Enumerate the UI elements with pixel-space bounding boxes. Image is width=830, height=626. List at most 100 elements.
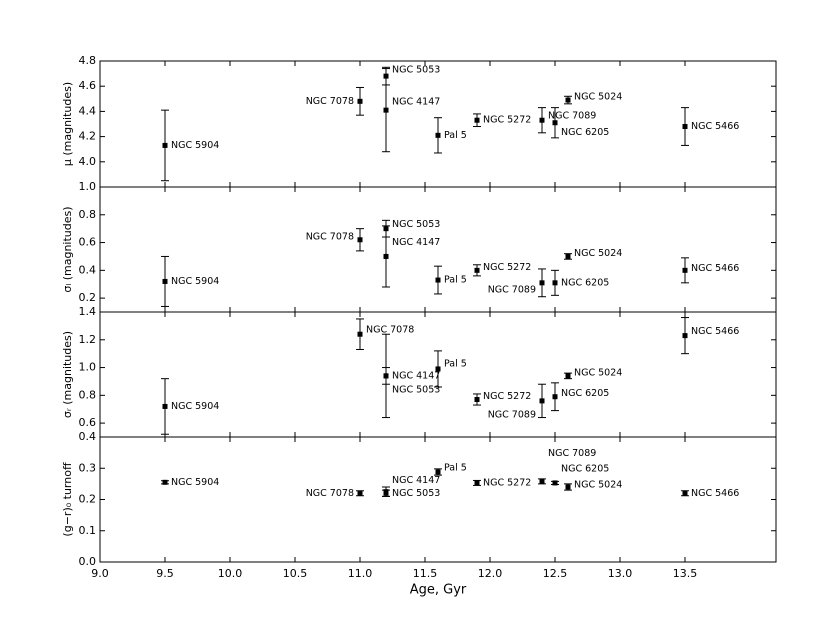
point-label: NGC 4147: [392, 475, 440, 486]
point-label: NGC 7078: [366, 325, 414, 336]
point-label: NGC 5904: [171, 477, 219, 488]
point-label: NGC 5272: [483, 115, 531, 126]
point: [383, 107, 389, 113]
x-tick-label: 12.5: [543, 567, 568, 580]
point: [162, 278, 168, 284]
point: [682, 124, 688, 130]
point-label: Pal 5: [444, 130, 467, 141]
point-label: NGC 5053: [392, 65, 440, 76]
point: [552, 394, 558, 400]
point: [435, 132, 441, 138]
y-tick-label: 0.8: [79, 208, 97, 221]
y-tick-label: 0.6: [79, 416, 97, 429]
point-label: NGC 5466: [691, 488, 739, 499]
point-label: NGC 5053: [392, 384, 440, 395]
point: [357, 490, 363, 496]
point-label: Pal 5: [444, 275, 467, 286]
point-label: NGC 7089: [548, 448, 596, 459]
point: [682, 333, 688, 339]
point: [435, 366, 441, 372]
point: [474, 117, 480, 123]
point-label: NGC 6205: [561, 463, 609, 474]
point-label: NGC 6205: [561, 127, 609, 138]
point: [162, 403, 168, 409]
y-tick-label: 1.2: [79, 333, 97, 346]
point-label: Pal 5: [444, 463, 467, 474]
point: [383, 373, 389, 379]
point-label: NGC 5024: [574, 92, 622, 103]
point-label: NGC 5272: [483, 262, 531, 273]
point-label: NGC 7078: [306, 231, 354, 242]
point: [552, 280, 558, 286]
x-tick-label: 13.5: [673, 567, 698, 580]
point-label: NGC 5272: [483, 477, 531, 488]
x-tick-label: 10.5: [283, 567, 308, 580]
point-label: NGC 5466: [691, 326, 739, 337]
point-label: NGC 4147: [392, 237, 440, 248]
point-label: NGC 5024: [574, 367, 622, 378]
point-label: NGC 5053: [392, 488, 440, 499]
point-label: NGC 6205: [561, 388, 609, 399]
y-tick-label: 0.4: [79, 263, 97, 276]
y-tick-label: 1.4: [79, 305, 97, 318]
y-axis-label: σₗ (magnitudes): [61, 206, 74, 292]
point-label: NGC 7078: [306, 488, 354, 499]
point: [357, 98, 363, 104]
point: [474, 397, 480, 402]
point-label: NGC 7089: [488, 409, 536, 420]
point-label: NGC 4147: [392, 97, 440, 108]
point: [565, 484, 571, 490]
point: [539, 117, 545, 123]
point-label: NGC 6205: [561, 277, 609, 288]
y-tick-label: 0.2: [79, 291, 97, 304]
y-tick-label: 4.6: [79, 79, 97, 92]
point: [539, 280, 545, 286]
point-label: NGC 5904: [171, 401, 219, 412]
point: [539, 398, 545, 404]
y-tick-label: 0.1: [79, 524, 97, 537]
point-label: NGC 7089: [548, 111, 596, 122]
point-label: NGC 5024: [574, 480, 622, 491]
point-label: NGC 5466: [691, 263, 739, 274]
point-label: NGC 5053: [392, 219, 440, 230]
y-tick-label: 4.8: [79, 54, 97, 67]
point-label: NGC 7089: [488, 284, 536, 295]
point: [552, 120, 558, 126]
x-tick-label: 9.5: [156, 567, 174, 580]
point-label: NGC 5024: [574, 248, 622, 259]
point: [435, 469, 441, 475]
point: [474, 480, 480, 486]
point: [552, 480, 558, 486]
point: [682, 267, 688, 273]
y-tick-label: 0.6: [79, 236, 97, 249]
y-tick-label: 1.0: [79, 361, 97, 374]
point: [565, 97, 571, 103]
point: [383, 489, 389, 495]
y-tick-label: 4.2: [79, 130, 97, 143]
point-label: NGC 5466: [691, 121, 739, 132]
x-tick-label: 9.0: [91, 567, 109, 580]
point-label: NGC 5904: [171, 140, 219, 151]
x-tick-label: 10.0: [218, 567, 243, 580]
point: [162, 142, 168, 148]
point: [565, 253, 571, 259]
y-tick-label: 0.4: [79, 430, 97, 443]
point: [162, 479, 168, 485]
point-label: NGC 5272: [483, 391, 531, 402]
point: [357, 237, 363, 243]
y-tick-label: 0.0: [79, 555, 97, 568]
x-tick-label: 12.0: [478, 567, 503, 580]
y-axis-label: (g−r)₀ turnoff: [61, 462, 74, 537]
x-tick-label: 11.5: [413, 567, 438, 580]
y-tick-label: 4.0: [79, 155, 97, 168]
point-label: NGC 7078: [306, 96, 354, 107]
point: [565, 373, 571, 379]
point-label: Pal 5: [444, 358, 467, 369]
y-tick-label: 4.4: [79, 104, 97, 117]
y-tick-label: 0.3: [79, 461, 97, 474]
point-label: NGC 5904: [171, 276, 219, 287]
point: [383, 253, 389, 259]
point-label: NGC 4147: [392, 370, 440, 381]
point: [682, 490, 688, 496]
x-axis-label: Age, Gyr: [410, 583, 467, 598]
